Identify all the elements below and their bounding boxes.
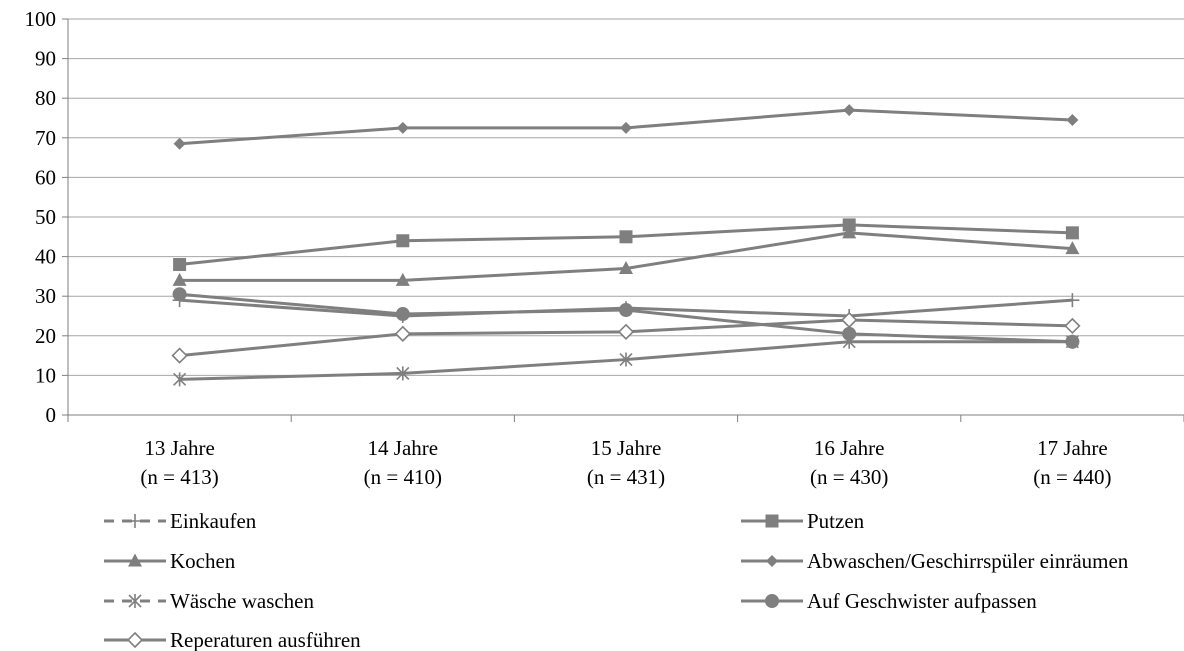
marker-circle [172,287,187,302]
legend-entry: Putzen [741,509,865,533]
series-lines [171,104,1081,387]
series-2 [172,225,1080,286]
x-tick-label: 16 Jahre [814,436,885,460]
marker-open-diamond [394,325,411,342]
marker-triangle [619,260,633,274]
marker-diamond [766,555,778,567]
y-tick-label: 10 [35,363,56,387]
x-tick-label: 17 Jahre [1037,436,1108,460]
legend-label: Reperaturen ausführen [170,628,361,651]
marker-open-diamond [126,631,144,649]
x-tick-label-n: (n = 440) [1033,465,1111,489]
x-axis-tick-labels: 13 Jahre (n = 413) 14 Jahre (n = 410) 15 Jah… [140,436,1111,489]
legend-label: Abwaschen/Geschirrspüler einräumen [807,549,1129,573]
y-tick-label: 70 [35,126,56,150]
marker-square [765,514,779,528]
legend-label: Einkaufen [170,509,257,533]
marker-diamond [1066,113,1079,126]
legend-entry: Abwaschen/Geschirrspüler einräumen [741,549,1129,573]
y-axis-tick-labels: 0 10 20 30 40 50 60 70 80 90 100 [25,7,57,427]
series-3 [173,104,1079,150]
y-tick-label: 30 [35,284,56,308]
marker-star [396,366,410,381]
y-tick-label: 50 [35,205,56,229]
marker-open-diamond [1064,317,1081,335]
gridlines [68,18,1184,376]
axes [62,18,1184,422]
marker-star [173,372,187,387]
legend-entry: Reperaturen ausführen [104,628,361,651]
marker-circle [1065,334,1080,349]
y-tick-label: 100 [25,7,57,31]
legend-entry: Auf Geschwister aufpassen [741,589,1037,613]
x-tick-label: 14 Jahre [368,436,439,460]
legend: Einkaufen Putzen Kochen Abwaschen/Geschirrs… [104,509,1129,651]
y-tick-label: 80 [35,86,56,110]
x-tick-label-n: (n = 413) [140,465,218,489]
x-tick-label-n: (n = 430) [810,465,888,489]
y-tick-label: 90 [35,47,56,71]
marker-triangle [128,553,142,567]
legend-entry: Wäsche waschen [104,589,315,613]
legend-label: Wäsche waschen [170,589,315,613]
y-tick-label: 0 [46,403,57,427]
marker-square [396,234,410,248]
legend-entry: Einkaufen [104,509,257,533]
marker-diamond [620,121,632,134]
marker-plus [1065,293,1080,308]
legend-label: Auf Geschwister aufpassen [807,589,1037,613]
legend-label: Putzen [807,509,865,533]
marker-square [1065,226,1079,240]
y-tick-label: 40 [35,245,56,269]
x-tick-label: 15 Jahre [591,436,662,460]
marker-circle [619,303,633,318]
marker-triangle [395,272,410,286]
marker-square [173,258,187,272]
marker-diamond [173,137,186,150]
marker-circle [395,307,410,322]
x-tick-label: 13 Jahre [144,436,215,460]
marker-circle [842,326,857,341]
series-5 [172,287,1080,349]
marker-diamond [396,121,409,134]
marker-square [842,218,856,232]
marker-diamond [843,104,856,117]
marker-open-diamond [171,347,188,364]
marker-star [128,594,142,608]
legend-label: Kochen [170,549,236,573]
marker-plus [128,514,142,528]
marker-circle [765,594,779,608]
marker-open-diamond [617,323,635,340]
y-tick-label: 20 [35,324,56,348]
x-tick-label-n: (n = 431) [587,465,665,489]
marker-open-diamond [841,311,858,329]
y-tick-label: 60 [35,165,56,189]
x-tick-label-n: (n = 410) [364,465,442,489]
marker-triangle [172,272,187,286]
marker-star [619,352,633,367]
series-6 [171,311,1081,364]
marker-square [619,230,633,244]
marker-triangle [842,225,857,239]
series-1 [173,218,1079,272]
marker-triangle [1065,241,1080,255]
legend-entry: Kochen [104,549,236,573]
